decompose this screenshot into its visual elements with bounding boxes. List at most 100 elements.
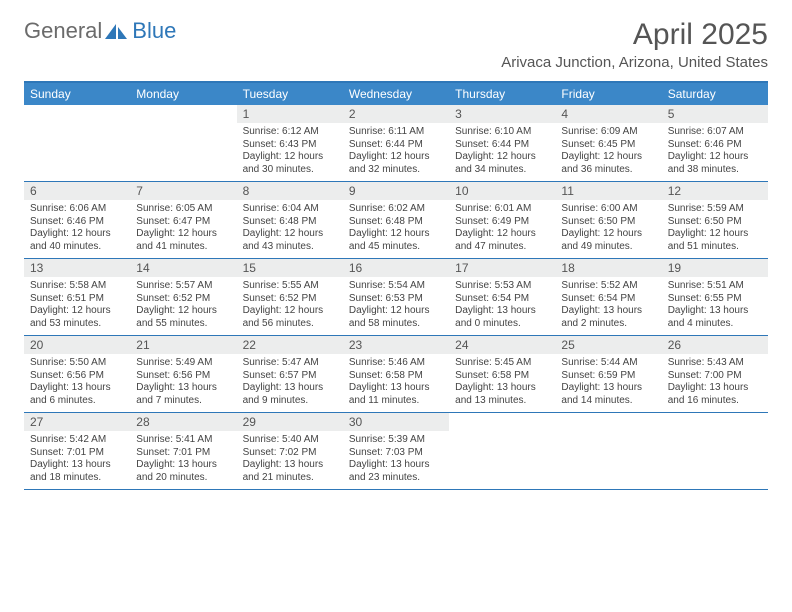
day-number: 20 xyxy=(24,336,130,354)
day-number: 19 xyxy=(662,259,768,277)
day-details: Sunrise: 6:10 AMSunset: 6:44 PMDaylight:… xyxy=(449,123,555,181)
location-subtitle: Arivaca Junction, Arizona, United States xyxy=(501,54,768,71)
day-details: Sunrise: 5:55 AMSunset: 6:52 PMDaylight:… xyxy=(237,277,343,335)
page-header: General Blue April 2025 Arivaca Junction… xyxy=(0,0,792,75)
day-number: 24 xyxy=(449,336,555,354)
day-details: Sunrise: 5:53 AMSunset: 6:54 PMDaylight:… xyxy=(449,277,555,335)
calendar-cell: 7Sunrise: 6:05 AMSunset: 6:47 PMDaylight… xyxy=(130,182,236,258)
calendar-cell xyxy=(555,413,661,489)
day-number xyxy=(555,413,661,431)
day-number: 2 xyxy=(343,105,449,123)
brand-text-general: General xyxy=(24,18,102,44)
day-number: 25 xyxy=(555,336,661,354)
calendar-cell: 22Sunrise: 5:47 AMSunset: 6:57 PMDayligh… xyxy=(237,336,343,412)
day-details: Sunrise: 5:49 AMSunset: 6:56 PMDaylight:… xyxy=(130,354,236,412)
calendar-cell: 20Sunrise: 5:50 AMSunset: 6:56 PMDayligh… xyxy=(24,336,130,412)
day-details: Sunrise: 5:42 AMSunset: 7:01 PMDaylight:… xyxy=(24,431,130,489)
day-details: Sunrise: 5:58 AMSunset: 6:51 PMDaylight:… xyxy=(24,277,130,335)
day-number: 23 xyxy=(343,336,449,354)
day-details: Sunrise: 5:47 AMSunset: 6:57 PMDaylight:… xyxy=(237,354,343,412)
weekday-label: Friday xyxy=(555,83,661,105)
calendar-week: 13Sunrise: 5:58 AMSunset: 6:51 PMDayligh… xyxy=(24,259,768,336)
day-details: Sunrise: 5:44 AMSunset: 6:59 PMDaylight:… xyxy=(555,354,661,412)
day-number: 14 xyxy=(130,259,236,277)
day-details: Sunrise: 6:07 AMSunset: 6:46 PMDaylight:… xyxy=(662,123,768,181)
day-details: Sunrise: 6:09 AMSunset: 6:45 PMDaylight:… xyxy=(555,123,661,181)
day-number: 22 xyxy=(237,336,343,354)
day-details: Sunrise: 5:43 AMSunset: 7:00 PMDaylight:… xyxy=(662,354,768,412)
weekday-label: Saturday xyxy=(662,83,768,105)
calendar-cell: 9Sunrise: 6:02 AMSunset: 6:48 PMDaylight… xyxy=(343,182,449,258)
day-details: Sunrise: 5:45 AMSunset: 6:58 PMDaylight:… xyxy=(449,354,555,412)
day-number: 17 xyxy=(449,259,555,277)
day-number: 28 xyxy=(130,413,236,431)
calendar-cell: 15Sunrise: 5:55 AMSunset: 6:52 PMDayligh… xyxy=(237,259,343,335)
calendar-week: 1Sunrise: 6:12 AMSunset: 6:43 PMDaylight… xyxy=(24,105,768,182)
day-details: Sunrise: 5:41 AMSunset: 7:01 PMDaylight:… xyxy=(130,431,236,489)
weekday-header-row: SundayMondayTuesdayWednesdayThursdayFrid… xyxy=(24,83,768,105)
day-number: 21 xyxy=(130,336,236,354)
calendar-cell: 24Sunrise: 5:45 AMSunset: 6:58 PMDayligh… xyxy=(449,336,555,412)
calendar-cell: 5Sunrise: 6:07 AMSunset: 6:46 PMDaylight… xyxy=(662,105,768,181)
day-number: 5 xyxy=(662,105,768,123)
month-title: April 2025 xyxy=(501,18,768,52)
day-details: Sunrise: 5:46 AMSunset: 6:58 PMDaylight:… xyxy=(343,354,449,412)
calendar-cell: 19Sunrise: 5:51 AMSunset: 6:55 PMDayligh… xyxy=(662,259,768,335)
day-details: Sunrise: 6:05 AMSunset: 6:47 PMDaylight:… xyxy=(130,200,236,258)
day-details: Sunrise: 5:52 AMSunset: 6:54 PMDaylight:… xyxy=(555,277,661,335)
day-details: Sunrise: 6:04 AMSunset: 6:48 PMDaylight:… xyxy=(237,200,343,258)
calendar-cell: 26Sunrise: 5:43 AMSunset: 7:00 PMDayligh… xyxy=(662,336,768,412)
day-details: Sunrise: 6:11 AMSunset: 6:44 PMDaylight:… xyxy=(343,123,449,181)
calendar-cell xyxy=(449,413,555,489)
brand-text-blue: Blue xyxy=(132,18,176,44)
calendar-cell xyxy=(24,105,130,181)
calendar-cell: 21Sunrise: 5:49 AMSunset: 6:56 PMDayligh… xyxy=(130,336,236,412)
day-number xyxy=(24,105,130,123)
calendar-cell xyxy=(662,413,768,489)
day-details: Sunrise: 5:40 AMSunset: 7:02 PMDaylight:… xyxy=(237,431,343,489)
calendar-week: 27Sunrise: 5:42 AMSunset: 7:01 PMDayligh… xyxy=(24,413,768,490)
calendar: SundayMondayTuesdayWednesdayThursdayFrid… xyxy=(24,81,768,490)
day-number xyxy=(449,413,555,431)
day-details: Sunrise: 5:57 AMSunset: 6:52 PMDaylight:… xyxy=(130,277,236,335)
calendar-cell: 25Sunrise: 5:44 AMSunset: 6:59 PMDayligh… xyxy=(555,336,661,412)
day-number: 10 xyxy=(449,182,555,200)
calendar-cell: 18Sunrise: 5:52 AMSunset: 6:54 PMDayligh… xyxy=(555,259,661,335)
day-details: Sunrise: 6:02 AMSunset: 6:48 PMDaylight:… xyxy=(343,200,449,258)
calendar-week: 20Sunrise: 5:50 AMSunset: 6:56 PMDayligh… xyxy=(24,336,768,413)
day-number: 1 xyxy=(237,105,343,123)
calendar-cell: 23Sunrise: 5:46 AMSunset: 6:58 PMDayligh… xyxy=(343,336,449,412)
weekday-label: Wednesday xyxy=(343,83,449,105)
calendar-cell: 11Sunrise: 6:00 AMSunset: 6:50 PMDayligh… xyxy=(555,182,661,258)
day-number: 16 xyxy=(343,259,449,277)
day-number: 18 xyxy=(555,259,661,277)
day-details: Sunrise: 5:50 AMSunset: 6:56 PMDaylight:… xyxy=(24,354,130,412)
calendar-cell: 30Sunrise: 5:39 AMSunset: 7:03 PMDayligh… xyxy=(343,413,449,489)
day-number: 9 xyxy=(343,182,449,200)
calendar-cell: 16Sunrise: 5:54 AMSunset: 6:53 PMDayligh… xyxy=(343,259,449,335)
brand-logo: General Blue xyxy=(24,18,176,44)
day-number: 6 xyxy=(24,182,130,200)
calendar-cell: 28Sunrise: 5:41 AMSunset: 7:01 PMDayligh… xyxy=(130,413,236,489)
title-block: April 2025 Arivaca Junction, Arizona, Un… xyxy=(501,18,768,71)
day-number: 30 xyxy=(343,413,449,431)
day-number: 15 xyxy=(237,259,343,277)
calendar-cell: 10Sunrise: 6:01 AMSunset: 6:49 PMDayligh… xyxy=(449,182,555,258)
day-number: 13 xyxy=(24,259,130,277)
calendar-cell: 17Sunrise: 5:53 AMSunset: 6:54 PMDayligh… xyxy=(449,259,555,335)
calendar-cell: 29Sunrise: 5:40 AMSunset: 7:02 PMDayligh… xyxy=(237,413,343,489)
calendar-cell: 8Sunrise: 6:04 AMSunset: 6:48 PMDaylight… xyxy=(237,182,343,258)
weekday-label: Tuesday xyxy=(237,83,343,105)
day-details: Sunrise: 6:06 AMSunset: 6:46 PMDaylight:… xyxy=(24,200,130,258)
calendar-cell: 4Sunrise: 6:09 AMSunset: 6:45 PMDaylight… xyxy=(555,105,661,181)
day-number: 3 xyxy=(449,105,555,123)
day-details: Sunrise: 5:39 AMSunset: 7:03 PMDaylight:… xyxy=(343,431,449,489)
day-number: 11 xyxy=(555,182,661,200)
calendar-week: 6Sunrise: 6:06 AMSunset: 6:46 PMDaylight… xyxy=(24,182,768,259)
weekday-label: Monday xyxy=(130,83,236,105)
day-details: Sunrise: 5:51 AMSunset: 6:55 PMDaylight:… xyxy=(662,277,768,335)
calendar-cell: 1Sunrise: 6:12 AMSunset: 6:43 PMDaylight… xyxy=(237,105,343,181)
sail-icon xyxy=(104,22,130,40)
calendar-cell: 13Sunrise: 5:58 AMSunset: 6:51 PMDayligh… xyxy=(24,259,130,335)
calendar-cell: 12Sunrise: 5:59 AMSunset: 6:50 PMDayligh… xyxy=(662,182,768,258)
